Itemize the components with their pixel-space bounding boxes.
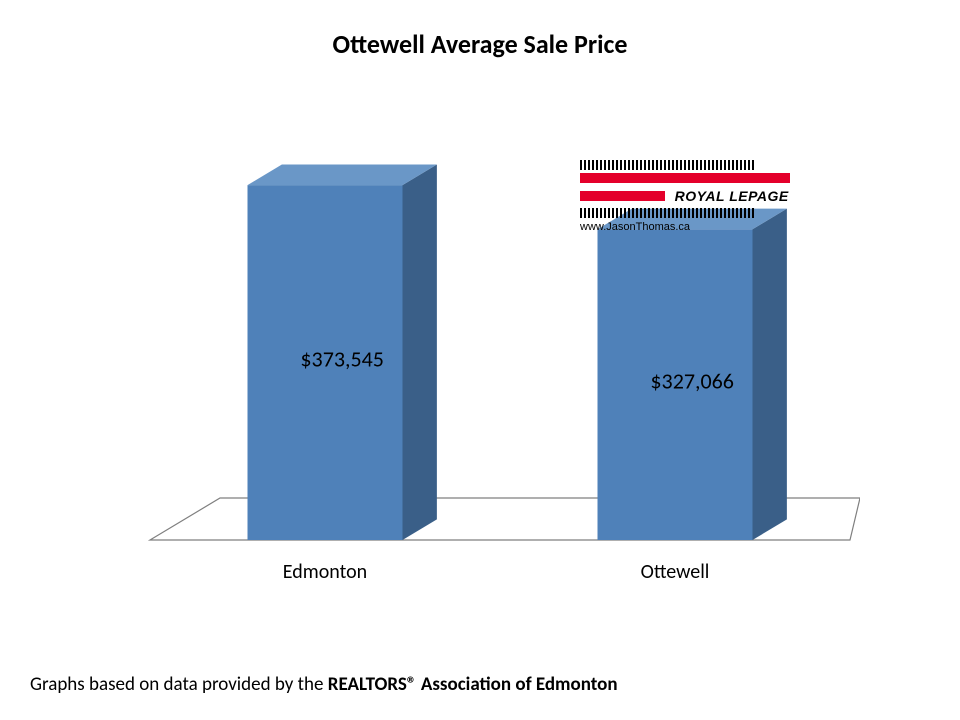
category-label: Edmonton (245, 560, 405, 584)
svg-text:$327,066: $327,066 (650, 368, 734, 395)
data-source-footer: Graphs based on data provided by the REA… (30, 673, 930, 696)
footer-prefix: Graphs based on data provided by the (30, 673, 328, 696)
category-label: Ottewell (595, 560, 755, 584)
svg-text:$373,545: $373,545 (300, 346, 384, 373)
footer-emph: REALTORS® Association of Edmonton (328, 673, 618, 696)
chart-title: Ottewell Average Sale Price (0, 28, 960, 60)
logo-url: www.JasonThomas.ca (580, 221, 790, 233)
logo-red-bar-short (580, 191, 665, 201)
category-axis: Edmonton Ottewell (140, 560, 860, 590)
logo-text: ROYAL LEPAGE (675, 188, 789, 204)
logo-red-bar (580, 173, 790, 183)
royal-lepage-logo: ROYAL LEPAGE www.JasonThomas.ca (580, 160, 790, 233)
